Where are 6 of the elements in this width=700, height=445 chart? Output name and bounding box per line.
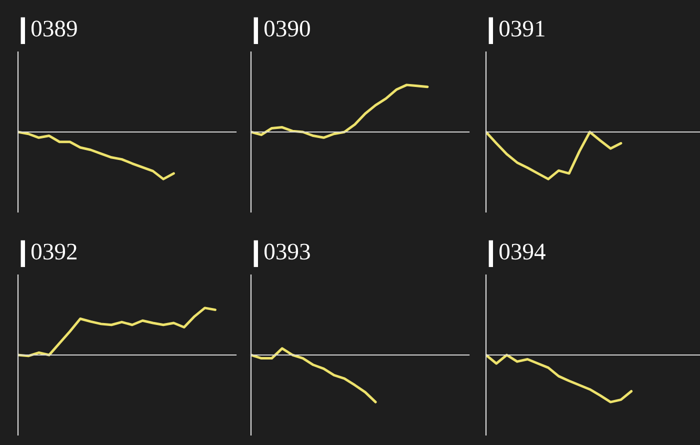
chart-title: 0390: [264, 20, 310, 37]
chart-title: 0393: [264, 244, 310, 260]
chart-title: 0394: [500, 244, 546, 260]
chart-title: 0391: [500, 20, 544, 37]
chart-title: 0389: [32, 20, 77, 37]
chart-title: 0392: [32, 244, 77, 260]
